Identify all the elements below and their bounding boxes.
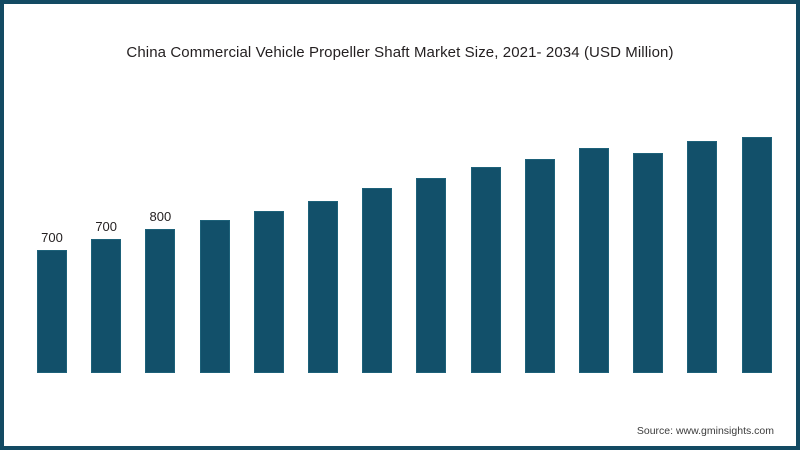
bar[interactable] (145, 229, 176, 373)
bar[interactable] (687, 141, 718, 373)
bar[interactable] (470, 167, 501, 373)
bar[interactable] (37, 250, 67, 373)
bar[interactable] (579, 148, 609, 373)
bar[interactable] (308, 201, 338, 373)
bar[interactable] (633, 153, 664, 373)
bar[interactable] (362, 188, 393, 373)
bar[interactable] (524, 159, 555, 373)
bar[interactable] (253, 211, 284, 373)
bar-value-label: 700 (95, 219, 118, 234)
bar-value-label: 700 (41, 230, 63, 245)
chart-title: China Commercial Vehicle Propeller Shaft… (126, 44, 674, 61)
source-attribution: Source: www.gminsights.com (636, 425, 774, 437)
bar[interactable] (91, 239, 122, 373)
bar[interactable] (199, 220, 230, 373)
bar[interactable] (741, 137, 772, 373)
chart-canvas (4, 4, 796, 446)
bar[interactable] (416, 178, 447, 373)
bar-value-label: 800 (149, 209, 172, 224)
